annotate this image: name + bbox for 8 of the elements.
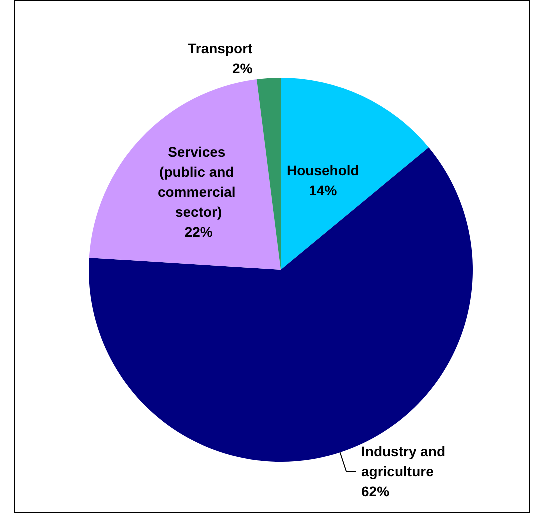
data-label: 2% <box>232 60 254 76</box>
data-label: 62% <box>362 484 390 500</box>
data-label: 14% <box>309 182 338 198</box>
slice-label: Industry and agriculture <box>362 444 450 480</box>
data-label: 22% <box>184 224 214 240</box>
slice-label: Transport <box>188 40 254 56</box>
slice-label: Household <box>286 162 360 178</box>
slice-label: Services (public and commercial sector) <box>158 144 240 220</box>
